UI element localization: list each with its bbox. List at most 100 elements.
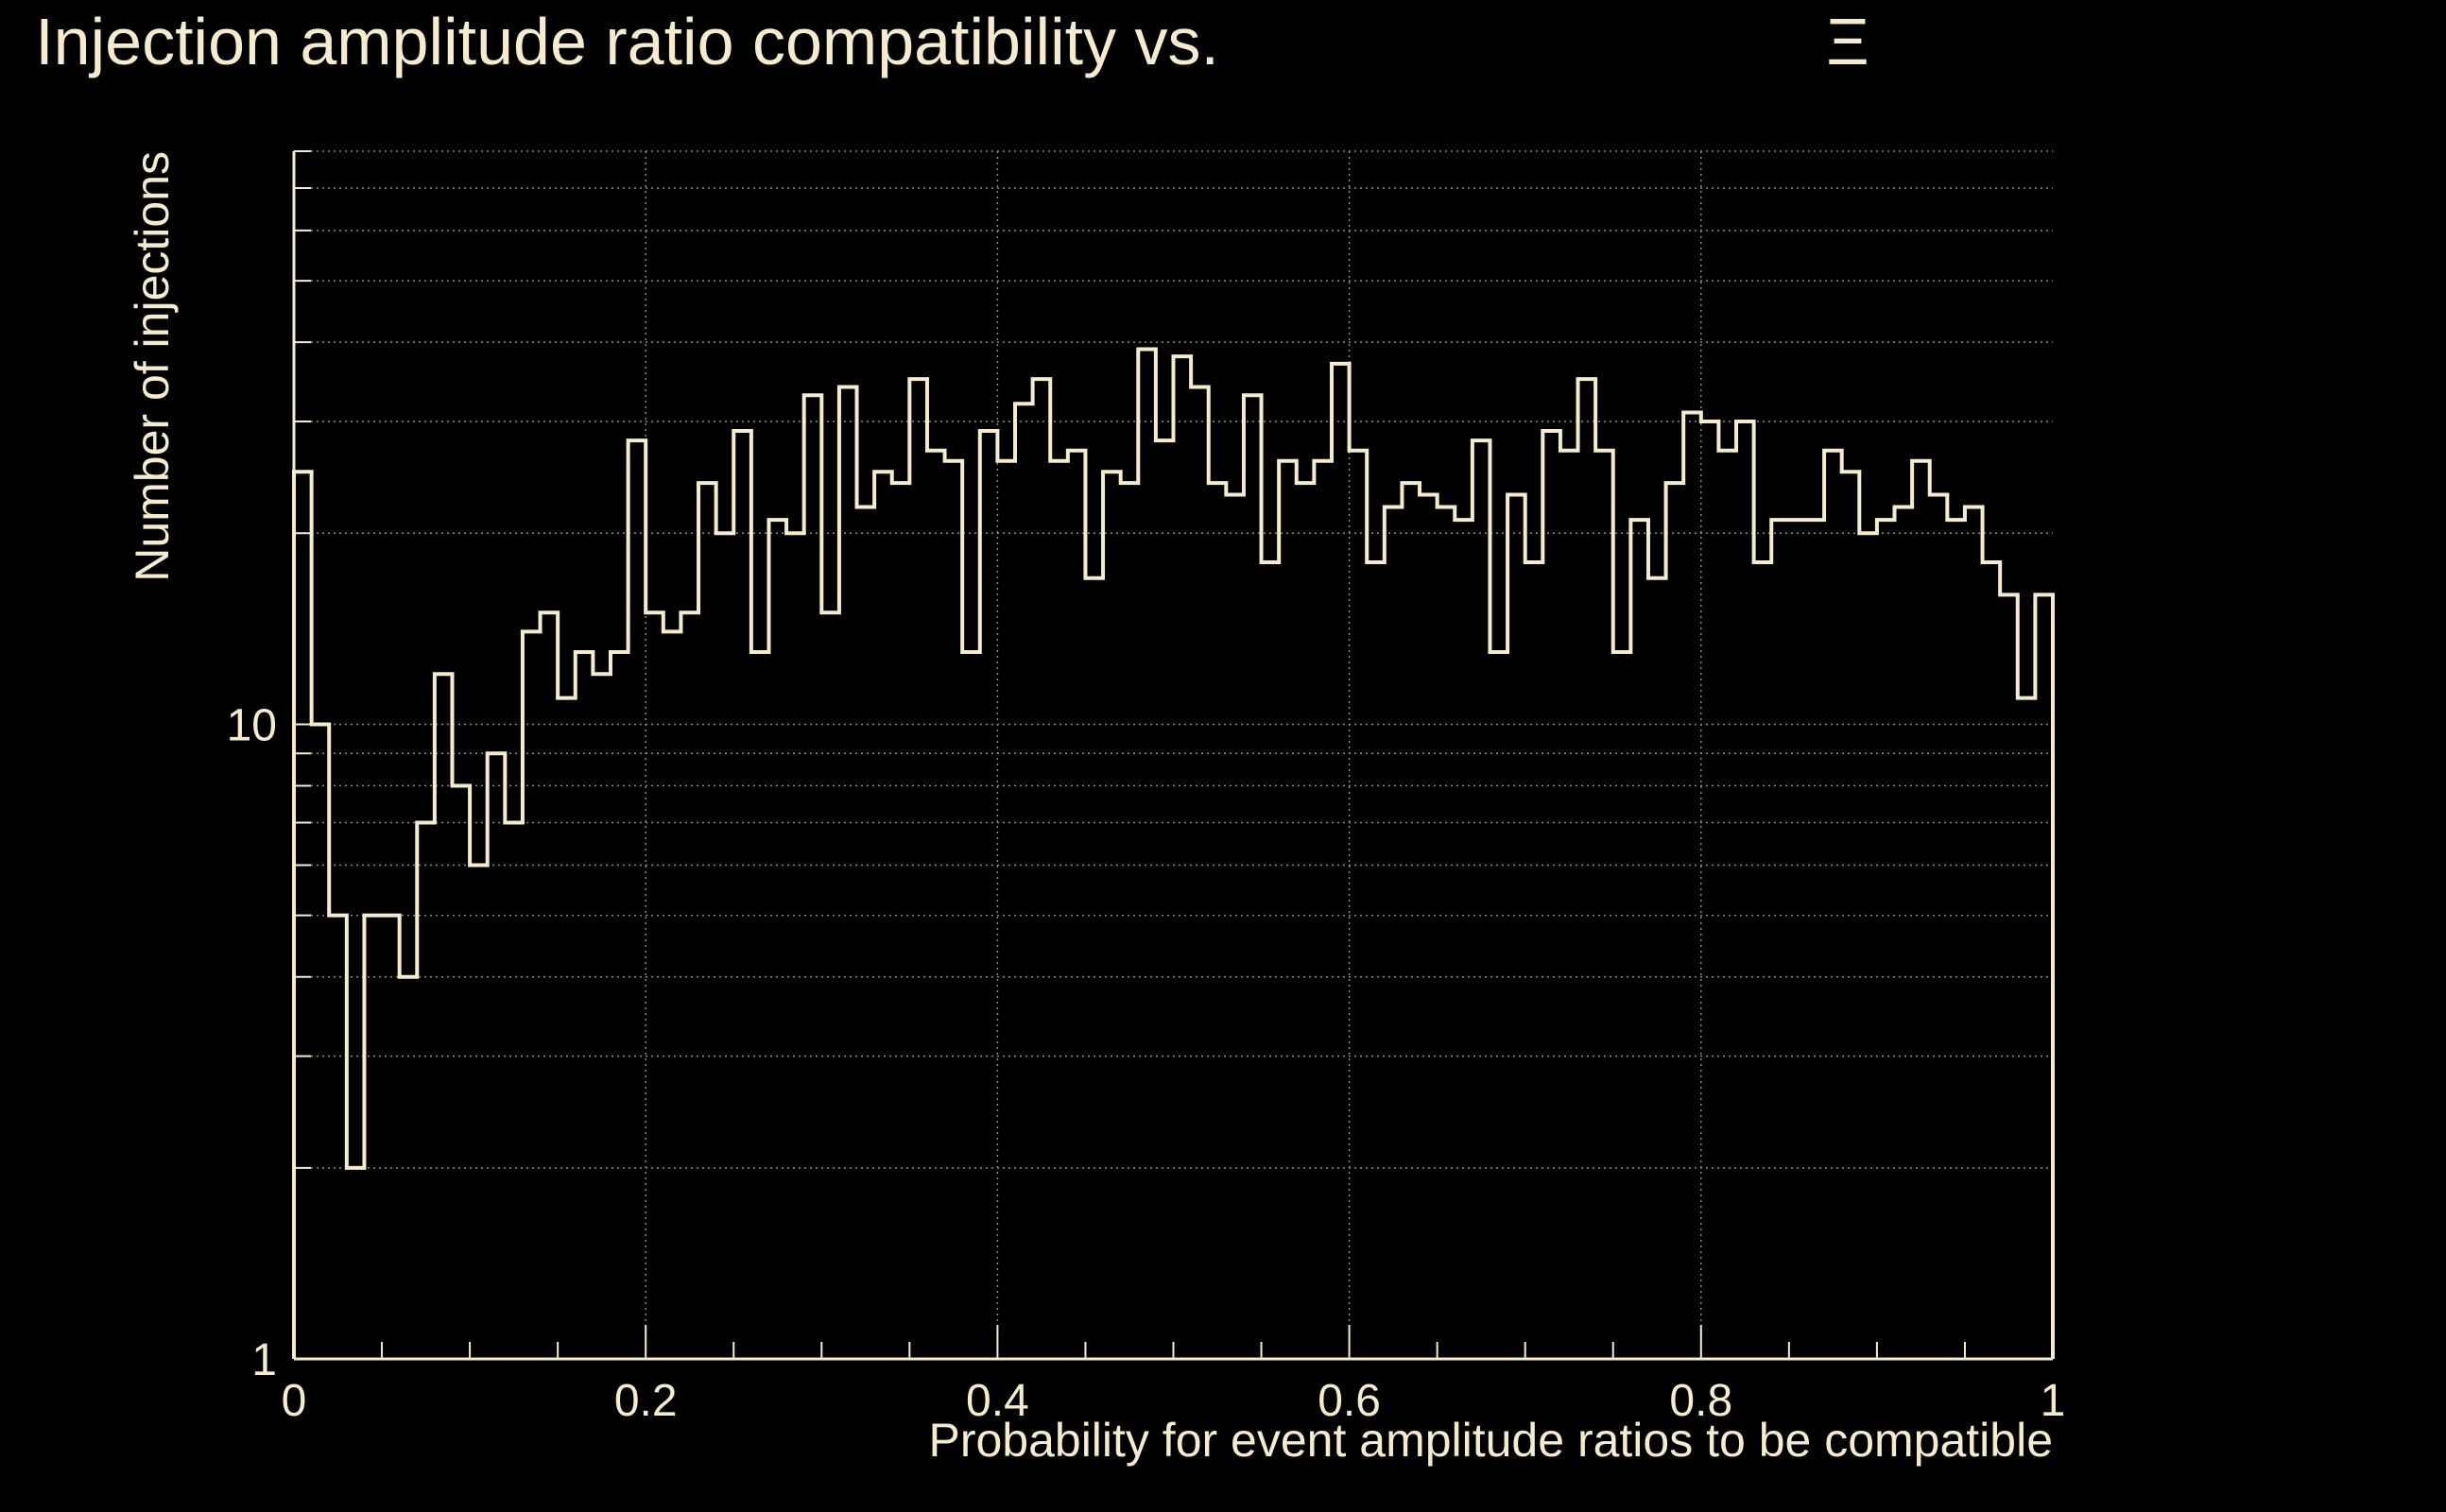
chart-title: Injection amplitude ratio compatibility … [35, 5, 1219, 78]
histogram-bin [435, 674, 453, 1359]
histogram-bin [680, 612, 698, 1359]
histogram-bin [962, 652, 980, 1359]
histogram-bin [1613, 652, 1631, 1359]
histogram-bin [1385, 507, 1403, 1359]
histogram-bin [857, 507, 875, 1359]
x-tick-label: 0.4 [966, 1376, 1029, 1426]
histogram-bin [1103, 472, 1121, 1359]
histogram-bin [1842, 472, 1860, 1359]
histogram-bin [329, 916, 347, 1359]
histogram-bin [1191, 387, 1209, 1359]
histogram-bin [839, 387, 857, 1359]
histogram-bin [646, 612, 663, 1359]
histogram-bin [1718, 451, 1736, 1359]
histogram-bin [1332, 364, 1350, 1359]
histogram-bin [1050, 461, 1068, 1359]
x-tick-label: 1 [2041, 1376, 2066, 1426]
histogram-bin [716, 533, 734, 1359]
histogram-bin [1209, 483, 1227, 1359]
histogram-bin [751, 652, 769, 1359]
histogram-bin [804, 395, 822, 1359]
histogram-bin [1297, 483, 1315, 1359]
histogram-bin [1701, 421, 1719, 1359]
histogram-bin [892, 483, 910, 1359]
histogram-bin [1789, 520, 1807, 1359]
histogram-bin [629, 440, 646, 1359]
histogram-bin [294, 472, 312, 1359]
histogram-bin [364, 916, 382, 1359]
histogram-bin [417, 822, 435, 1359]
x-axis-label: Probability for event amplitude ratios t… [928, 1414, 2053, 1467]
x-tick-label: 0.8 [1669, 1376, 1732, 1426]
histogram-bin [1877, 520, 1895, 1359]
histogram-bin [1525, 562, 1543, 1359]
histogram-bin [663, 631, 681, 1359]
histogram-bin [611, 652, 629, 1359]
histogram-bin [1666, 483, 1684, 1359]
histogram-bin [1085, 578, 1103, 1359]
histogram-bin [1420, 495, 1438, 1359]
histogram-bin [1174, 356, 1192, 1359]
histogram-bin [1771, 520, 1789, 1359]
histogram-bin [997, 461, 1015, 1359]
histogram-bin [1859, 533, 1877, 1359]
histogram-bin [2018, 698, 2036, 1359]
x-tick-label: 0.2 [614, 1376, 678, 1426]
histogram-bin [1895, 507, 1913, 1359]
histogram-bin [927, 451, 945, 1359]
histogram-bin [980, 431, 998, 1359]
x-tick-label: 0.6 [1318, 1376, 1381, 1426]
histogram-bin [1490, 652, 1507, 1359]
histogram-bin [1438, 507, 1456, 1359]
histogram-outline [292, 347, 2055, 1359]
histogram-bin [312, 724, 330, 1359]
histogram-bin [945, 461, 963, 1359]
histogram-bin [576, 652, 594, 1359]
histogram-bin [488, 753, 506, 1359]
histogram-bin [1560, 451, 1578, 1359]
histogram-bin [1630, 520, 1648, 1359]
histogram-bin [1015, 404, 1033, 1359]
title-symbol-xi: Ξ [1826, 5, 1869, 78]
histogram-bin [1226, 495, 1244, 1359]
histogram-bin [733, 431, 751, 1359]
tick-labels: 0 0.2 0.4 0.6 0.8 1 1 10 [227, 700, 2066, 1426]
y-tick-label: 1 [251, 1335, 277, 1385]
histogram-bin [786, 533, 804, 1359]
histogram-bin [1262, 562, 1280, 1359]
histogram-bin [1912, 461, 1930, 1359]
histogram-bin [1138, 350, 1156, 1359]
histogram-bin [1947, 520, 1965, 1359]
histogram-bin [1121, 483, 1139, 1359]
y-axis-label: Number of injections [126, 151, 179, 582]
histogram-bin [909, 379, 927, 1359]
histogram-bin [1244, 395, 1262, 1359]
histogram-bin [1578, 379, 1596, 1359]
histogram-bin [874, 472, 892, 1359]
histogram-bin [821, 612, 839, 1359]
histogram-bin [768, 520, 786, 1359]
histogram-bin [1542, 431, 1560, 1359]
histogram-bin [1683, 412, 1701, 1359]
histogram-bin [541, 612, 559, 1359]
x-tick-label: 0 [282, 1376, 307, 1426]
histogram-bin [1648, 578, 1666, 1359]
histogram-bin [1736, 421, 1754, 1359]
histogram-bin [1314, 461, 1332, 1359]
histogram-bin [1279, 461, 1297, 1359]
histogram-bin [1507, 495, 1525, 1359]
y-tick-label: 10 [227, 700, 277, 750]
histogram-bin [1402, 483, 1420, 1359]
histogram-bin [1824, 451, 1842, 1359]
histogram-bin [505, 822, 523, 1359]
histogram-bin [1068, 451, 1086, 1359]
histogram-bin [1965, 507, 1983, 1359]
histogram-bin [470, 865, 488, 1359]
histogram-bin [1754, 562, 1772, 1359]
histogram-bin [1983, 562, 2001, 1359]
histogram-bin [347, 1168, 365, 1359]
histogram-bin [1930, 495, 1948, 1359]
histogram-bin [382, 916, 400, 1359]
